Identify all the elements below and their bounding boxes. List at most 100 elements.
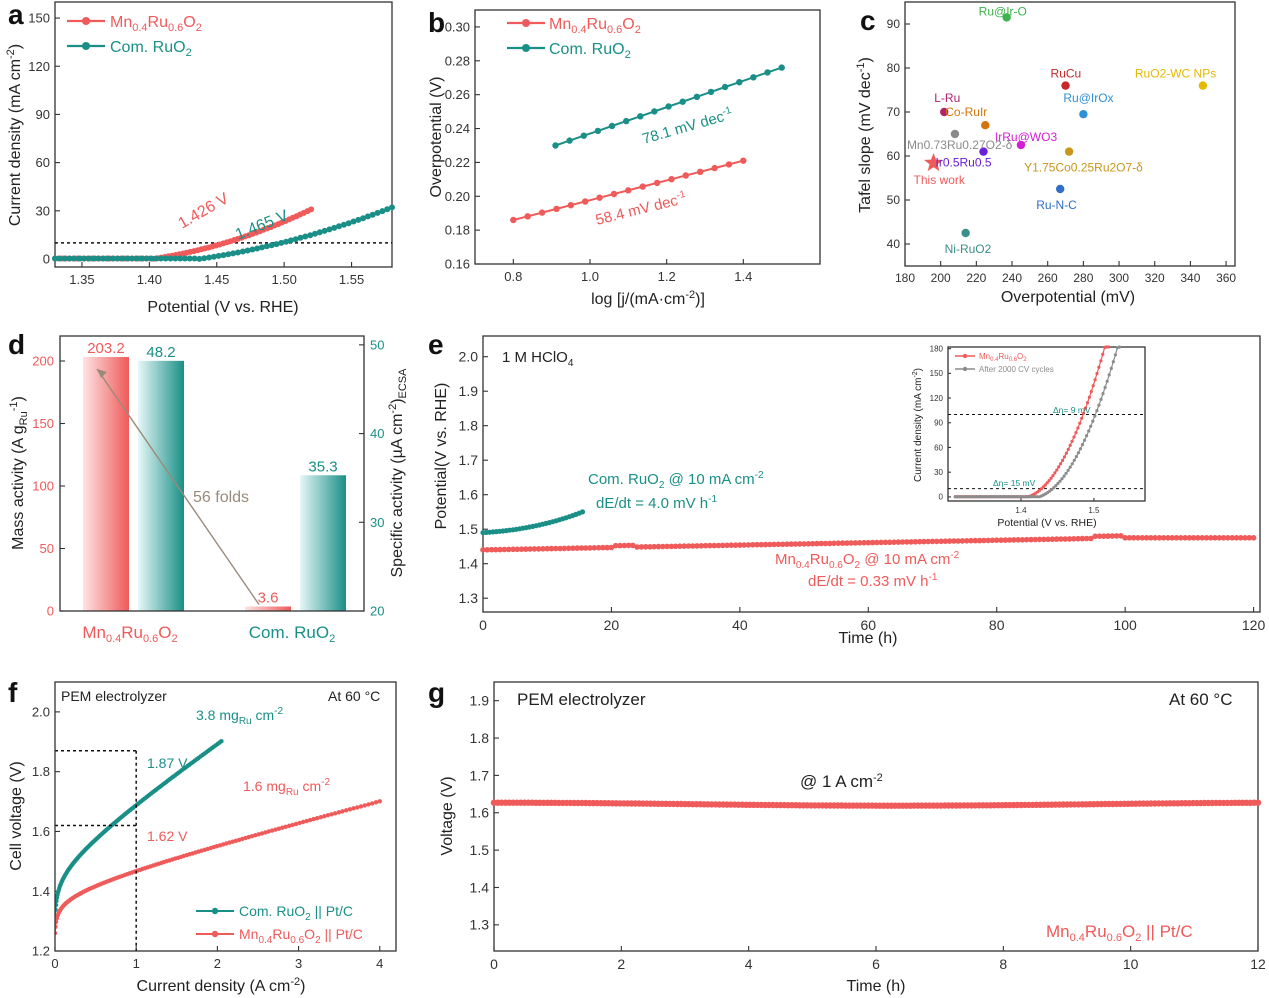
inset-mn-ru-point	[1066, 447, 1070, 451]
mn-ru-e-point	[848, 540, 854, 546]
ruo2-a-point	[114, 255, 121, 262]
ytick-label: 2.0	[459, 349, 479, 365]
mn-ru-f-point	[304, 818, 309, 824]
ruo2-a-point	[71, 255, 78, 262]
panel-e-xlabel: Time (h)	[839, 630, 898, 647]
ruo2-a-point	[287, 237, 294, 244]
ruo2-b-point	[566, 137, 573, 144]
mn-ru-e-point	[1096, 533, 1103, 539]
xtick-label: 1.5	[1088, 506, 1100, 515]
ytick-label: 200	[32, 354, 54, 369]
panel-f-title-right: At 60 °C	[328, 688, 380, 704]
mn-ru-e-point	[1036, 536, 1043, 543]
ruo2-a-point	[148, 255, 155, 262]
panel-f-letter: f	[8, 677, 18, 708]
panel-a-frame	[54, 1, 393, 268]
mn-ru-e-point	[591, 545, 598, 551]
inset-after-cv-point	[1054, 484, 1058, 488]
mn-ru-e-point	[904, 539, 910, 545]
mn-ru-e-point	[484, 547, 491, 553]
y2tick-label: 40	[370, 426, 384, 441]
xtick-label: 1.4	[734, 269, 752, 284]
mn-ru-f-point	[300, 819, 306, 825]
legend-marker-ruo2-a	[82, 42, 90, 50]
mn-ru-e-point	[630, 542, 636, 549]
ytick-label: 150	[32, 416, 54, 431]
ruo2-a-point	[85, 255, 92, 262]
annotation-56-folds: 56 folds	[193, 489, 249, 506]
mn-ru-f-point	[266, 829, 271, 834]
ytick-label: 0	[47, 604, 54, 619]
series-mn-ru-polarization	[55, 799, 382, 936]
mn-ru-e-point	[1139, 535, 1146, 541]
ytick-label: 0.28	[445, 53, 470, 68]
mn-ru-b-point	[740, 157, 747, 164]
mn-ru-e-point	[1083, 535, 1090, 542]
panel-c-points	[924, 13, 1208, 238]
ytick-label: 90	[36, 107, 50, 122]
mn-ru-b-point	[639, 183, 646, 190]
panel-a-yticks: 0 30 60 90 120 150	[28, 11, 60, 267]
panel-e-frame	[482, 335, 1261, 613]
ytick-label: 1.4	[32, 884, 50, 899]
mn-ru-e-point	[578, 545, 585, 551]
legend-marker-mn-ru-b	[522, 19, 530, 27]
mn-ru-f-point	[340, 809, 345, 814]
mn-ru-e-point	[946, 538, 953, 544]
ruo2-a-point	[259, 244, 265, 251]
xtick-label: 3	[295, 956, 302, 971]
mn-ru-e-point	[1109, 533, 1116, 539]
ruo2-a-point	[167, 255, 174, 262]
series-ruo2-stability	[480, 509, 586, 536]
mn-ru-e-point	[621, 542, 628, 549]
ruo2-a-point	[374, 209, 381, 216]
mn-ru-e-point	[582, 545, 589, 551]
panel-c-frame	[904, 1, 1236, 267]
mn-ru-e-point	[497, 546, 503, 553]
ruo2-a-point	[369, 211, 376, 218]
mn-ru-e-point	[493, 546, 499, 553]
point-marker	[979, 147, 988, 156]
inset-after-cv-point	[1113, 353, 1117, 357]
ytick-label: 1.6	[32, 824, 50, 839]
inset-mn-ru-point	[1064, 451, 1068, 455]
inset-mn-ru-point	[1097, 365, 1101, 369]
ytick-label: 150	[930, 369, 944, 378]
inset-mn-ru-point	[1072, 435, 1076, 439]
inset-after-cv-point	[1076, 451, 1080, 455]
mn-ru-e-point	[1122, 535, 1128, 541]
mn-ru-e-point	[527, 546, 533, 552]
mn-ru-b-point	[668, 176, 675, 183]
ruo2-a-point	[177, 255, 184, 262]
inset-after-cv-point	[1064, 471, 1068, 475]
inset-mn-ru-point	[1062, 455, 1067, 459]
mn-ru-e-point	[510, 546, 516, 553]
mn-ru-e-point	[1105, 533, 1111, 539]
mn-ru-b-point	[510, 216, 517, 224]
ytick-label: 150	[28, 11, 50, 26]
point-label: Mn0.73Ru0.27O2-δ	[907, 138, 1013, 152]
ytick-label: 0.20	[445, 189, 470, 204]
mn-ru-f-point	[351, 806, 356, 811]
inset-mn-ru-point	[1093, 378, 1097, 382]
panel-e-ylabel: Potential(V vs. RHE)	[433, 383, 450, 530]
ruo2-a-point	[210, 253, 217, 260]
inset-mn-ru-point	[1106, 345, 1111, 349]
inset-after-cv-point	[1070, 462, 1074, 466]
panel-g-letter: g	[428, 677, 445, 708]
ruo2-b-point	[637, 113, 644, 120]
xtick-label: 1.35	[69, 272, 94, 287]
point-marker	[981, 121, 990, 130]
panel-c: c 180 200 220 240 260 280 300 320 340 360 40 50 60 7…	[855, 1, 1236, 306]
inset-legend-after-cv: After 2000 CV cycles	[979, 365, 1054, 374]
mn-ru-e-point	[916, 538, 923, 545]
annotation-1-426-v: 1.426 V	[176, 190, 233, 232]
inset-frame	[947, 346, 1146, 502]
mn-ru-e-point	[951, 538, 957, 544]
panel-d-frame	[59, 335, 365, 612]
ruo2-a-point	[321, 227, 328, 234]
mn-ru-e-point	[869, 539, 876, 546]
mn-ru-b-point	[610, 190, 618, 198]
mn-ru-e-point	[762, 541, 769, 548]
mn-ru-e-point	[985, 537, 991, 544]
